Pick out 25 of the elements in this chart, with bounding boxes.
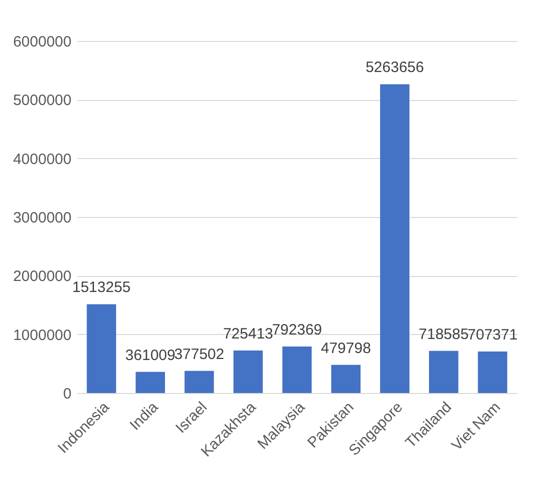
data-label: 5263656 [366,59,424,76]
y-tick-label: 0 [63,386,72,402]
y-tick-label: 3000000 [13,210,72,226]
bar [184,370,214,393]
bar [380,84,410,393]
data-label: 361009 [125,346,176,364]
bar [478,352,508,393]
bar [136,372,165,393]
bar [331,364,361,393]
data-label: 377502 [174,346,224,363]
bar [429,350,458,393]
bar [282,346,312,393]
y-tick-label: 1000000 [13,326,72,344]
data-label: 718585 [418,326,469,343]
bar [86,304,116,393]
data-label: 479798 [320,340,371,357]
data-label: 1513255 [72,279,131,296]
y-tick-label: 5000000 [13,92,72,110]
bar [233,350,263,393]
y-tick-label: 2000000 [13,268,72,286]
data-label: 792369 [272,322,322,339]
y-tick-label: 4000000 [13,150,72,168]
data-label: 707371 [468,326,518,344]
y-tick-label: 6000000 [13,34,72,50]
data-label: 725413 [223,325,274,342]
